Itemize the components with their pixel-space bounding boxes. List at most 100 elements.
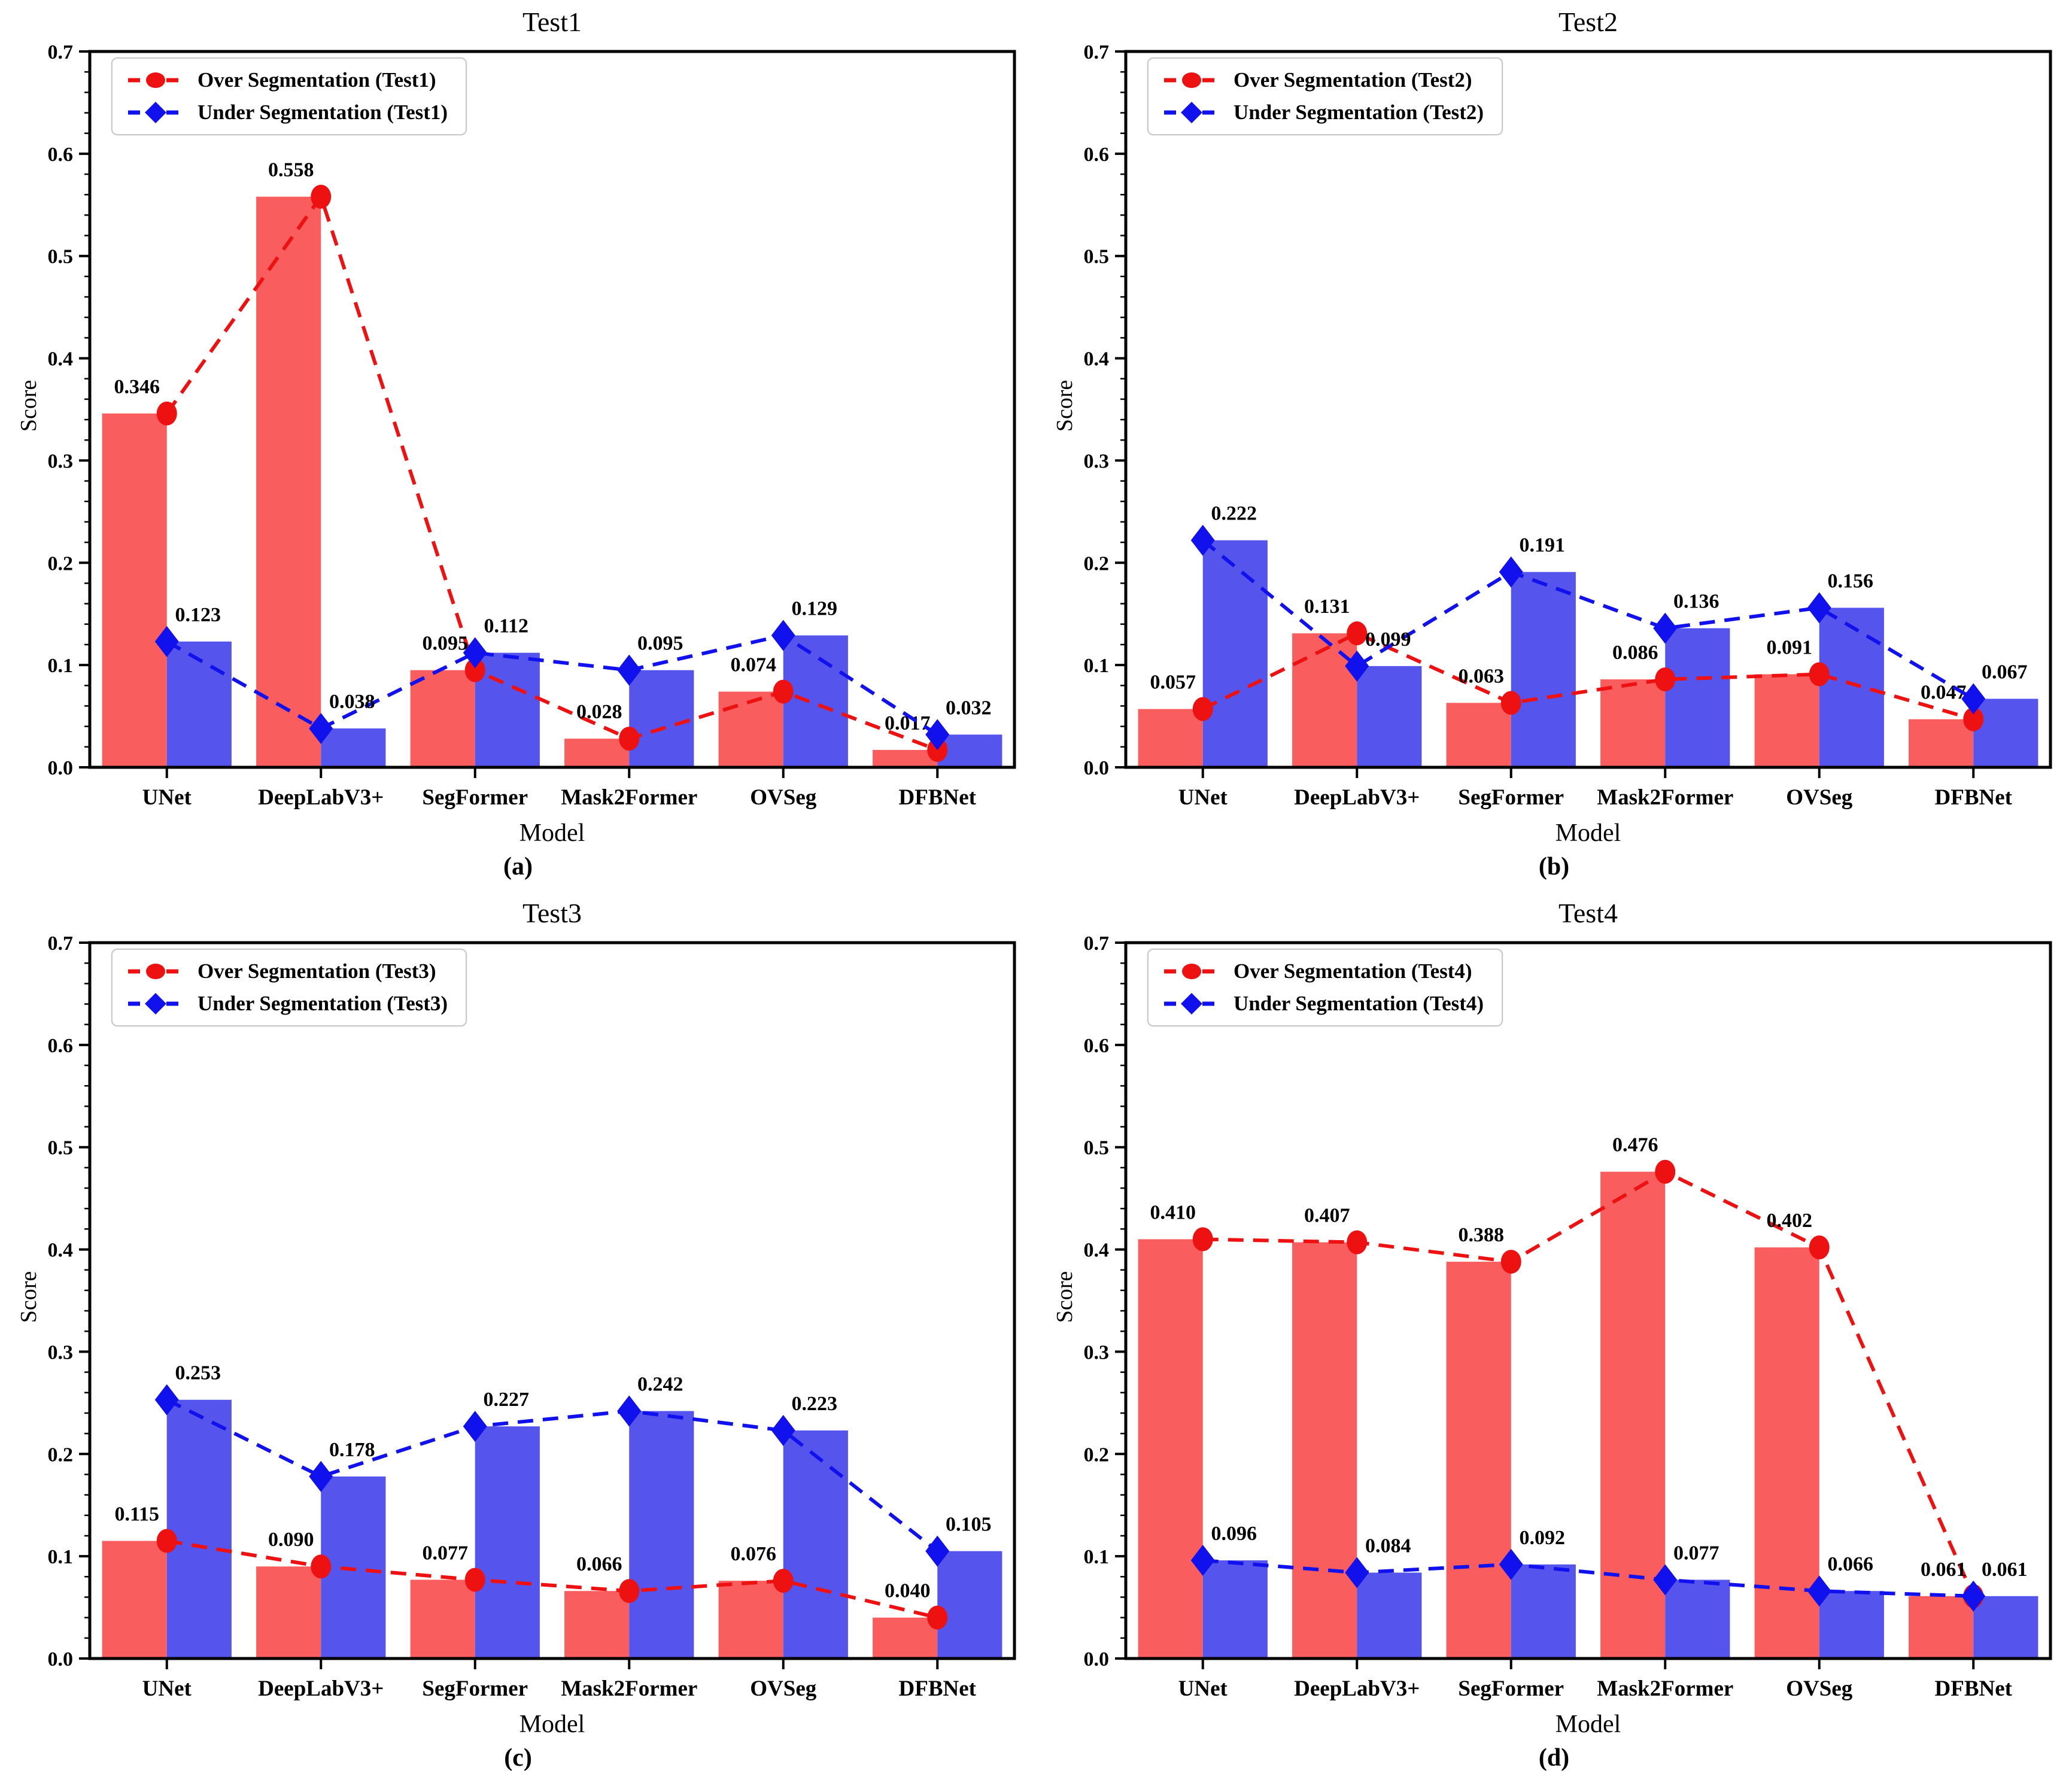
diamond-marker — [1653, 612, 1678, 644]
x-tick-label: OVSeg — [1786, 785, 1853, 810]
y-axis-label: Score — [1052, 379, 1077, 432]
diamond-marker — [1961, 683, 1986, 715]
over-segmentation-line-icon — [128, 72, 183, 88]
x-tick-label: UNet — [142, 785, 192, 810]
bars — [102, 1399, 1002, 1659]
circle-marker — [619, 727, 640, 751]
chart-title: Test1 — [522, 7, 582, 37]
x-tick-label: Mask2Former — [561, 1676, 697, 1701]
y-tick-label: 0.6 — [48, 144, 74, 166]
value-label: 0.105 — [946, 1514, 992, 1536]
x-tick-label: DFBNet — [1935, 785, 2013, 810]
legend-item-under: Under Segmentation (Test1) — [126, 101, 448, 124]
y-tick-label: 0.3 — [48, 1341, 74, 1363]
circle-marker — [1192, 1227, 1213, 1252]
y-tick-label: 0.0 — [48, 757, 74, 779]
y-tick-label: 0.1 — [1084, 655, 1110, 677]
y-axis-label: Score — [16, 1271, 41, 1323]
y-tick-label: 0.5 — [48, 246, 74, 268]
circle-marker — [1809, 1235, 1830, 1260]
circle-marker — [773, 1569, 794, 1593]
chart-title: Test2 — [1558, 7, 1618, 37]
plot-frame — [1124, 941, 2052, 1660]
under-bar-UNet — [166, 641, 232, 767]
under-bar-UNet — [166, 1399, 232, 1659]
value-label: 0.476 — [1612, 1134, 1658, 1156]
diamond-marker — [1653, 1564, 1678, 1596]
under-bar-UNet — [1202, 1560, 1268, 1659]
over-bar-SegFormer — [1446, 703, 1511, 767]
value-label: 0.402 — [1767, 1210, 1813, 1232]
y-tick-label: 0.7 — [48, 42, 74, 63]
value-label: 0.410 — [1150, 1201, 1196, 1223]
over-bar-Mask2Former — [564, 739, 630, 767]
subplot-caption: (c) — [504, 1744, 532, 1772]
x-axis-ticks: UNet DeepLabV3+ SegFormer Mask2Former OVSeg D… — [142, 767, 977, 810]
circle-marker — [773, 679, 794, 704]
legend-label: Under Segmentation (Test4) — [1234, 992, 1484, 1015]
over-bar-DFBNet — [1909, 719, 1974, 767]
value-label: 0.067 — [1982, 661, 2028, 684]
over-markers: 0.115 0.090 0.077 0.066 0.076 0.040 — [114, 1503, 948, 1630]
plot-background — [1126, 51, 2050, 767]
under-bar-Mask2Former — [1665, 1580, 1730, 1659]
x-tick-label: OVSeg — [1786, 1676, 1853, 1701]
value-label: 0.032 — [946, 697, 992, 719]
legend: Over Segmentation (Test3) Under Segmenta… — [111, 949, 467, 1026]
y-tick-label: 0.4 — [1084, 1240, 1110, 1262]
diamond-marker — [617, 1395, 642, 1427]
legend-item-over: Over Segmentation (Test4) — [1162, 959, 1484, 983]
circle-marker — [464, 658, 485, 682]
value-label: 0.038 — [329, 691, 375, 713]
value-label: 0.028 — [576, 701, 622, 723]
y-tick-label: 0.6 — [1084, 1035, 1110, 1057]
chart-title: Test4 — [1558, 898, 1618, 928]
x-axis-ticks: UNet DeepLabV3+ SegFormer Mask2Former OVSeg D… — [142, 1659, 977, 1701]
bars — [102, 196, 1002, 767]
value-label: 0.112 — [484, 615, 528, 637]
chart-plot-test1: 0.0 0.1 0.2 0.3 0.4 0.5 0.6 0.7 UNet DeepLabV3+ Se… — [48, 42, 1016, 810]
diamond-marker — [771, 619, 795, 651]
y-tick-label: 0.7 — [1084, 933, 1110, 955]
under-markers: 0.253 0.178 0.227 0.242 0.223 0.105 — [154, 1362, 992, 1567]
x-axis-ticks: UNet DeepLabV3+ SegFormer Mask2Former OVSeg D… — [1178, 767, 2013, 810]
over-bar-SegFormer — [410, 670, 475, 767]
diamond-marker — [1499, 556, 1523, 588]
value-label: 0.191 — [1520, 534, 1566, 557]
under-markers: 0.123 0.038 0.112 0.095 0.129 0.032 — [154, 598, 992, 751]
under-bar-DFBNet — [937, 1551, 1002, 1659]
bars — [1138, 540, 2038, 767]
over-bar-DFBNet — [1909, 1596, 1974, 1659]
over-segmentation-line-icon — [1164, 964, 1219, 979]
over-bar-Mask2Former — [1600, 1171, 1666, 1659]
value-label: 0.178 — [329, 1439, 375, 1461]
over-bar-OVSeg — [718, 1581, 783, 1659]
over-bar-UNet — [1138, 1239, 1203, 1659]
diamond-marker — [1345, 650, 1369, 682]
legend-label: Under Segmentation (Test3) — [198, 992, 448, 1015]
under-segmentation-line — [166, 1398, 939, 1553]
value-label: 0.136 — [1673, 591, 1719, 613]
value-label: 0.558 — [268, 159, 314, 181]
diamond-marker — [1499, 1548, 1523, 1580]
x-tick-label: UNet — [142, 1676, 192, 1701]
under-markers: 0.222 0.099 0.191 0.136 0.156 0.067 — [1190, 503, 2028, 715]
x-tick-label: DFBNet — [1935, 1676, 2013, 1701]
legend-label: Over Segmentation (Test3) — [198, 959, 436, 983]
under-bar-Mask2Former — [629, 1411, 694, 1659]
diamond-marker — [771, 1414, 795, 1446]
value-label: 0.131 — [1304, 596, 1350, 618]
y-axis-label: Score — [16, 379, 41, 432]
plot-frame — [88, 50, 1016, 769]
over-bar-SegFormer — [410, 1580, 475, 1659]
value-label: 0.095 — [637, 633, 683, 655]
diamond-marker — [463, 637, 487, 669]
value-label: 0.063 — [1459, 665, 1505, 687]
under-bar-DeepLabV3+ — [1357, 1572, 1422, 1659]
under-segmentation-line — [1201, 539, 1974, 701]
circle-marker — [1347, 621, 1368, 646]
x-tick-label: OVSeg — [750, 785, 817, 810]
circle-marker — [311, 184, 332, 209]
chart-title: Test3 — [522, 898, 582, 928]
